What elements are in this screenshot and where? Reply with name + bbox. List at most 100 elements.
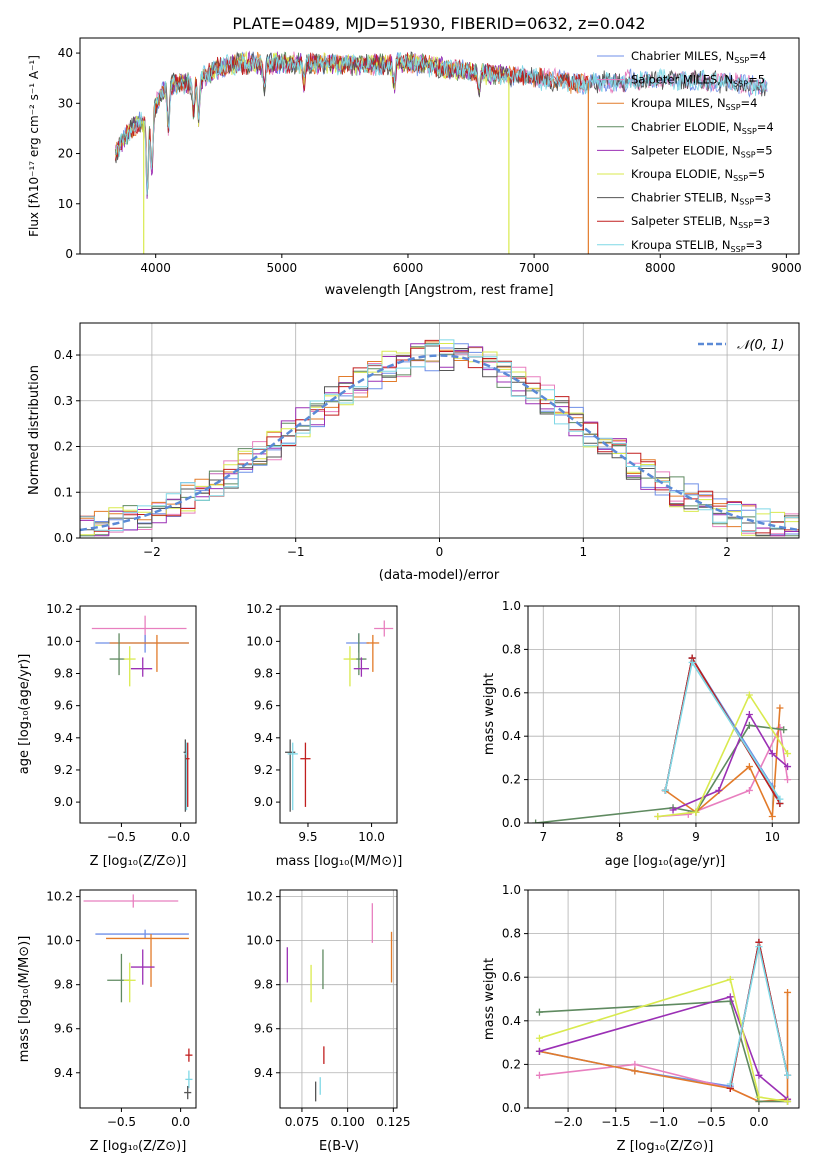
mass-vs-extinction-frame [279, 889, 398, 1109]
y-tick-label: 10.0 [246, 634, 273, 648]
spectrum-ylabel: Flux [fλ10⁻¹⁷ erg cm⁻² s⁻¹ A⁻¹] [27, 55, 41, 237]
x-tick-label: 9.5 [298, 830, 317, 844]
errorbar-salpeter-stelib [300, 742, 311, 807]
point-kroupa-stelib [784, 1071, 792, 1079]
x-tick-label: −0.5 [107, 1115, 136, 1129]
errorbar-salpeter-elodie [130, 657, 153, 677]
y-tick-label: 9.8 [54, 978, 73, 992]
y-tick-label: 9.4 [254, 1066, 273, 1080]
gaussian-curve [80, 354, 799, 532]
point-kroupa-elodie [784, 750, 792, 758]
x-tick-label: 0.0 [171, 830, 190, 844]
age-vs-mass-axes: 9.5 10.0 9.0 9.2 9.4 9.6 9.8 10.0 10.2 [246, 602, 385, 844]
y-tick-label: 9.6 [254, 699, 273, 713]
errorbar-kroupa-elodie [343, 646, 357, 687]
x-tick-label: 0.100 [330, 1115, 364, 1129]
errorbar-chabrier-stelib [285, 739, 296, 812]
x-tick-label: −1.0 [649, 1115, 678, 1129]
y-tick-label: 10 [58, 197, 73, 211]
y-tick-label: 20 [58, 147, 73, 161]
age-vs-mass-errorbars [285, 620, 394, 812]
y-tick-label: 0.2 [502, 773, 521, 787]
series-kroupa-stelib [664, 660, 781, 800]
mass-vs-extinction-axes: 0.075 0.100 0.125 9.4 9.6 9.8 10.0 10.2 [246, 890, 410, 1129]
point-salpeter-elodie [726, 993, 734, 1001]
x-tick-label: 8000 [645, 261, 676, 275]
point-kroupa-elodie [784, 1097, 792, 1105]
point-kroupa-stelib [776, 795, 784, 803]
point-kroupa-miles [631, 1067, 639, 1075]
y-tick-label: 9.8 [54, 667, 73, 681]
histogram-xlabel: (data-model)/error [379, 568, 500, 583]
y-tick-label: 9.2 [254, 763, 273, 777]
y-tick-label: 9.0 [254, 795, 273, 809]
series-salpeter-miles [657, 724, 789, 818]
point-kroupa-miles [776, 704, 784, 712]
series-kroupa-elodie [657, 693, 789, 818]
series-kroupa-miles [539, 992, 789, 1103]
series-kroupa-elodie [539, 978, 788, 1103]
point-chabrier-elodie [745, 721, 753, 729]
point-chabrier-elodie [780, 726, 788, 734]
gaussian-legend-label: 𝒩(0, 1) [737, 338, 784, 353]
mass-weight-vs-metallicity-xlabel: Z [log₁₀(Z/Z⊙)] [617, 1139, 714, 1154]
mass-weight-vs-age-lines [532, 654, 792, 823]
point-salpeter-miles [684, 810, 692, 818]
x-tick-label: 0.0 [749, 1115, 768, 1129]
spectrum-axes: 4000 5000 6000 7000 8000 9000 0 10 20 30 40 [58, 46, 802, 275]
x-tick-label: −0.5 [107, 830, 136, 844]
errorbar-salpeter-elodie [353, 657, 370, 677]
x-tick-label: 9000 [771, 261, 802, 275]
mass-vs-metallicity-axes: −0.5 0.0 9.4 9.6 9.8 10.0 10.2 [46, 890, 190, 1129]
y-tick-label: 0.8 [502, 642, 521, 656]
x-tick-label: 1 [579, 545, 587, 559]
point-salpeter-miles [784, 776, 792, 784]
legend-label-chabrier-stelib: Chabrier STELIB, NSSP=3 [631, 191, 771, 207]
point-kroupa-stelib [688, 658, 696, 666]
spectrum-xlabel: wavelength [Angstrom, rest frame] [325, 283, 554, 298]
y-tick-label: 1.0 [502, 599, 521, 613]
y-tick-label: 10.2 [246, 602, 273, 616]
point-salpeter-elodie [535, 1047, 543, 1055]
histogram-chabrier-stelib [80, 345, 799, 536]
point-kroupa-stelib [755, 943, 763, 951]
errorbar-salpeter-stelib [185, 742, 190, 807]
point-salpeter-miles [745, 786, 753, 794]
point-kroupa-miles [745, 763, 753, 771]
point-kroupa-stelib [661, 786, 669, 794]
x-tick-label: 7000 [519, 261, 550, 275]
histogram-legend: 𝒩(0, 1) [698, 338, 784, 353]
errorbar-kroupa-miles [366, 634, 380, 672]
legend-label-salpeter-miles: Salpeter MILES, NSSP=5 [631, 73, 765, 89]
point-salpeter-elodie [669, 806, 677, 814]
y-tick-label: 9.0 [54, 795, 73, 809]
y-tick-label: 0.2 [502, 1057, 521, 1071]
mass-weight-vs-age-ylabel: mass weight [482, 673, 497, 755]
errorbar-kroupa-miles [109, 634, 189, 672]
age-vs-metallicity-ylabel: age [log₁₀(age/yr)] [17, 654, 32, 775]
y-tick-label: 10.0 [46, 634, 73, 648]
point-kroupa-miles [784, 988, 792, 996]
mass-vs-extinction-errorbars [286, 903, 393, 1102]
mass-weight-vs-metallicity-lines [535, 938, 792, 1105]
mass-weight-vs-metallicity-axes: −2.0 −1.5 −1.0 −0.5 0.0 0.0 0.2 0.4 0.6 0.8 1.0 [502, 883, 769, 1129]
y-tick-label: 9.8 [254, 978, 273, 992]
legend-label-kroupa-elodie: Kroupa ELODIE, NSSP=5 [631, 167, 765, 183]
mass-vs-metallicity-panel: −0.5 0.0 9.4 9.6 9.8 10.0 10.2 Z [log₁₀(Z/Z⊙)]… [17, 889, 197, 1154]
point-chabrier-elodie [535, 1008, 543, 1016]
x-tick-label: 5000 [267, 261, 298, 275]
x-tick-label: 10 [765, 830, 780, 844]
y-tick-label: 0 [65, 247, 73, 261]
x-tick-label: 6000 [393, 261, 424, 275]
histogram-panel: −2 −1 0 1 2 0.0 0.1 0.2 0.3 0.4 𝒩(0, 1) (data-mod… [27, 322, 800, 583]
spectrum-line-kroupa-stelib [115, 52, 768, 195]
age-vs-mass-xlabel: mass [log₁₀(M/M⊙)] [276, 854, 403, 869]
y-tick-label: 0.0 [502, 1101, 521, 1115]
age-vs-metallicity-frame [79, 605, 197, 824]
y-tick-label: 0.6 [502, 970, 521, 984]
mass-vs-extinction-xlabel: E(B-V) [319, 1139, 359, 1154]
point-kroupa-elodie [654, 812, 662, 820]
errorbar-kroupa-elodie [123, 962, 136, 1003]
mass-vs-metallicity-xlabel: Z [log₁₀(Z/Z⊙)] [90, 1139, 187, 1154]
mass-weight-vs-metallicity-ylabel: mass weight [482, 958, 497, 1040]
